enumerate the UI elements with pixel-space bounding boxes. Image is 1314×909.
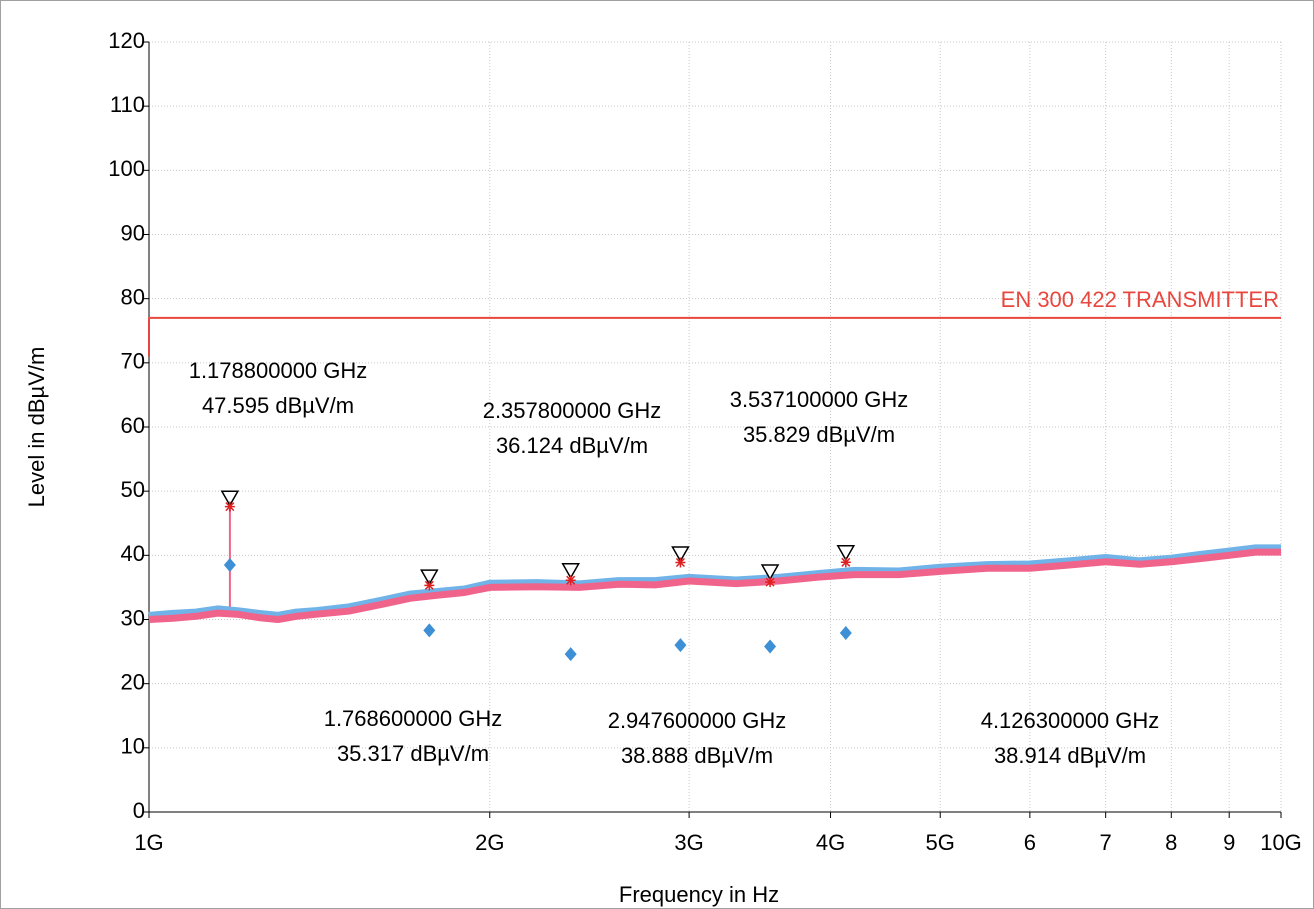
diamond-marker (564, 647, 577, 662)
asterisk-marker (424, 580, 435, 591)
marker-annotation: 1.178800000 GHz (189, 358, 368, 383)
y-tick-label: 20 (121, 669, 145, 694)
marker-annotation: 35.829 dBµV/m (743, 422, 895, 447)
triangle-marker (760, 564, 780, 581)
x-tick-label: 3G (674, 830, 703, 855)
marker-annotation: 1.768600000 GHz (324, 706, 503, 731)
y-tick-label: 40 (121, 541, 145, 566)
diamond-marker (839, 625, 852, 640)
y-tick-label: 100 (108, 156, 145, 181)
x-tick-label: 8 (1165, 830, 1177, 855)
y-tick-label: 10 (121, 734, 145, 759)
diamond-marker (223, 557, 236, 572)
trace (148, 548, 1281, 623)
triangle-marker (671, 546, 690, 563)
y-tick-label: 110 (110, 92, 145, 117)
marker-annotation: 35.317 dBµV/m (337, 741, 489, 766)
marker-annotation: 36.124 dBµV/m (496, 433, 648, 458)
marker-annotation: 3.537100000 GHz (730, 387, 909, 412)
y-tick-label: 30 (121, 605, 145, 630)
limit-label: EN 300 422 TRANSMITTER (1001, 287, 1279, 312)
y-tick-label: 60 (121, 413, 145, 438)
marker-annotation: 2.947600000 GHz (608, 708, 787, 733)
x-tick-label: 2G (475, 830, 504, 855)
marker-annotation: 47.595 dBµV/m (202, 393, 354, 418)
x-tick-label: 9 (1223, 830, 1235, 855)
x-tick-label: 5G (926, 830, 955, 855)
marker-annotation: 4.126300000 GHz (981, 708, 1160, 733)
asterisk-marker (224, 501, 235, 512)
x-tick-label: 4G (816, 830, 845, 855)
diamond-marker (764, 639, 777, 654)
triangle-marker (220, 490, 240, 507)
marker-annotation: 38.888 dBµV/m (621, 743, 773, 768)
triangle-marker (561, 562, 580, 580)
y-axis-label: Level in dBµV/m (24, 347, 49, 508)
x-axis-label: Frequency in Hz (619, 882, 779, 907)
x-tick-label: 1G (134, 830, 163, 855)
y-tick-label: 50 (121, 477, 145, 502)
trace (148, 316, 1281, 357)
marker-annotation: 38.914 dBµV/m (994, 743, 1146, 768)
y-tick-label: 80 (121, 284, 145, 309)
asterisk-marker (565, 575, 576, 586)
asterisk-marker (765, 577, 776, 588)
y-tick-label: 70 (121, 349, 145, 374)
diamond-marker (423, 623, 436, 638)
asterisk-marker (840, 557, 851, 568)
asterisk-marker (675, 557, 686, 568)
triangle-marker (420, 569, 439, 586)
y-tick-label: 120 (108, 28, 145, 53)
x-tick-label: 6 (1024, 830, 1036, 855)
triangle-marker (836, 545, 856, 562)
y-tick-label: 90 (121, 220, 145, 245)
y-tick-label: 0 (133, 798, 145, 823)
x-tick-label: 10G (1260, 830, 1302, 855)
x-tick-label: 7 (1100, 830, 1112, 855)
diamond-marker (674, 638, 687, 653)
marker-annotation: 2.357800000 GHz (483, 398, 662, 423)
